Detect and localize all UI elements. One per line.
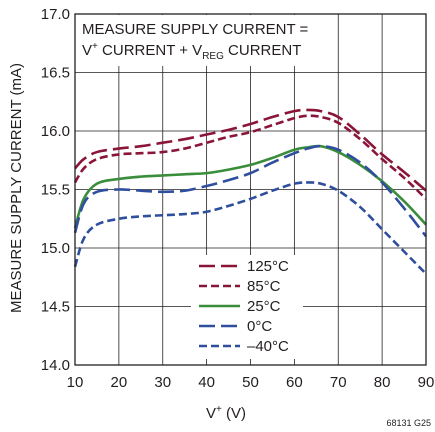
plot-frame: [74, 13, 427, 366]
legend-label-0: 125°C: [247, 258, 289, 275]
legend-label-4: –40°C: [247, 338, 289, 355]
series-line-0: [74, 108, 427, 192]
y-tick-label: 16.5: [41, 65, 70, 82]
y-tick-labels: 14.0 14.5 15.0 15.5 16.0 16.5 17.0: [41, 6, 70, 374]
grid: [74, 13, 427, 366]
annotation-box: [76, 15, 334, 66]
annotation-v-text: V: [82, 42, 92, 59]
annotation-end-text: CURRENT: [224, 42, 302, 59]
y-tick-label: 14.5: [41, 299, 70, 316]
y-tick-label: 16.0: [41, 123, 70, 140]
series-group: [73, 108, 428, 275]
legend-label-3: 0°C: [247, 318, 272, 335]
x-tick-label: 80: [374, 374, 391, 391]
x-axis-label-v: V: [206, 405, 216, 422]
x-tick-label: 50: [242, 374, 259, 391]
x-tick-label: 40: [198, 374, 215, 391]
y-tick-label: 14.0: [41, 357, 70, 374]
y-tick-label: 15.0: [41, 240, 70, 257]
series-line-1: [73, 114, 427, 200]
x-axis-label-sup: +: [216, 404, 222, 415]
series-line-3: [73, 144, 428, 238]
x-tick-label: 20: [111, 374, 128, 391]
x-tick-labels: 10 20 30 40 50 60 70 80 90: [67, 374, 435, 391]
annotation-plus-sup: +: [92, 41, 98, 52]
annotation-line-1: MEASURE SUPPLY CURRENT =: [82, 21, 309, 38]
annotation-reg-sub: REG: [202, 51, 224, 62]
x-tick-label: 90: [418, 374, 435, 391]
legend-label-1: 85°C: [247, 278, 281, 295]
figure-id: 68131 G25: [386, 418, 431, 428]
x-axis-label: V+ (V): [206, 404, 246, 422]
legend-label-2: 25°C: [247, 298, 281, 315]
y-tick-label: 17.0: [41, 6, 70, 23]
x-tick-label: 10: [67, 374, 84, 391]
series-line-4: [73, 181, 427, 275]
legend: 125°C 85°C 25°C 0°C –40°C: [199, 258, 289, 355]
y-axis-label: MEASURE SUPPLY CURRENT (mA): [8, 63, 25, 313]
x-axis-label-unit: (V): [222, 405, 246, 422]
y-tick-label: 15.5: [41, 182, 70, 199]
annotation-line-2: V+ CURRENT + VREG CURRENT: [82, 41, 301, 62]
x-tick-label: 70: [330, 374, 347, 391]
annotation-mid-text: CURRENT + V: [98, 42, 202, 59]
x-tick-label: 60: [286, 374, 303, 391]
x-tick-label: 30: [154, 374, 171, 391]
series-line-2: [73, 144, 427, 229]
